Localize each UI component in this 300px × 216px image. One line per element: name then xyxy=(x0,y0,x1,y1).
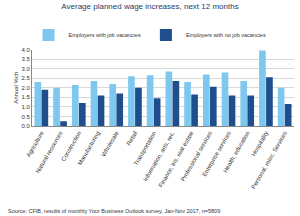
svg-text:2.0: 2.0 xyxy=(21,85,30,91)
svg-text:Source: CFIB, results of month: Source: CFIB, results of monthly Your Bu… xyxy=(8,208,220,214)
svg-text:Professional services: Professional services xyxy=(180,130,214,182)
svg-text:Average planned wage increases: Average planned wage increases, next 12 … xyxy=(61,2,238,11)
svg-text:Natural resources: Natural resources xyxy=(35,130,64,174)
svg-text:Enterprise services: Enterprise services xyxy=(201,130,232,177)
svg-text:Annual %ch: Annual %ch xyxy=(13,72,19,104)
svg-text:Employers with no job vacancie: Employers with no job vacancies xyxy=(186,32,266,38)
svg-text:Finance, ins. real estate: Finance, ins. real estate xyxy=(157,130,194,189)
svg-text:Personal, misc. Services: Personal, misc. Services xyxy=(250,130,288,190)
svg-text:Manufacturing: Manufacturing xyxy=(77,130,101,166)
svg-text:0.5: 0.5 xyxy=(21,114,30,120)
svg-text:4.0: 4.0 xyxy=(21,47,30,53)
svg-text:Retail: Retail xyxy=(126,130,139,146)
svg-text:Hospitality: Hospitality xyxy=(250,130,269,157)
svg-text:0.0: 0.0 xyxy=(21,123,30,129)
svg-text:Information, arts, rec.: Information, arts, rec. xyxy=(142,130,176,182)
svg-text:1.0: 1.0 xyxy=(21,104,30,110)
svg-text:Transportation: Transportation xyxy=(133,130,157,166)
svg-text:3.0: 3.0 xyxy=(21,66,30,72)
svg-text:Wholesale: Wholesale xyxy=(100,130,120,158)
svg-text:1.5: 1.5 xyxy=(21,94,30,100)
svg-text:3.5: 3.5 xyxy=(21,56,30,62)
svg-text:Health, education: Health, education xyxy=(222,130,251,173)
svg-text:Employers with job vacancies: Employers with job vacancies xyxy=(69,32,141,38)
svg-text:2.5: 2.5 xyxy=(21,75,30,81)
svg-text:Agriculture: Agriculture xyxy=(25,130,45,158)
svg-text:Construction: Construction xyxy=(60,130,82,162)
